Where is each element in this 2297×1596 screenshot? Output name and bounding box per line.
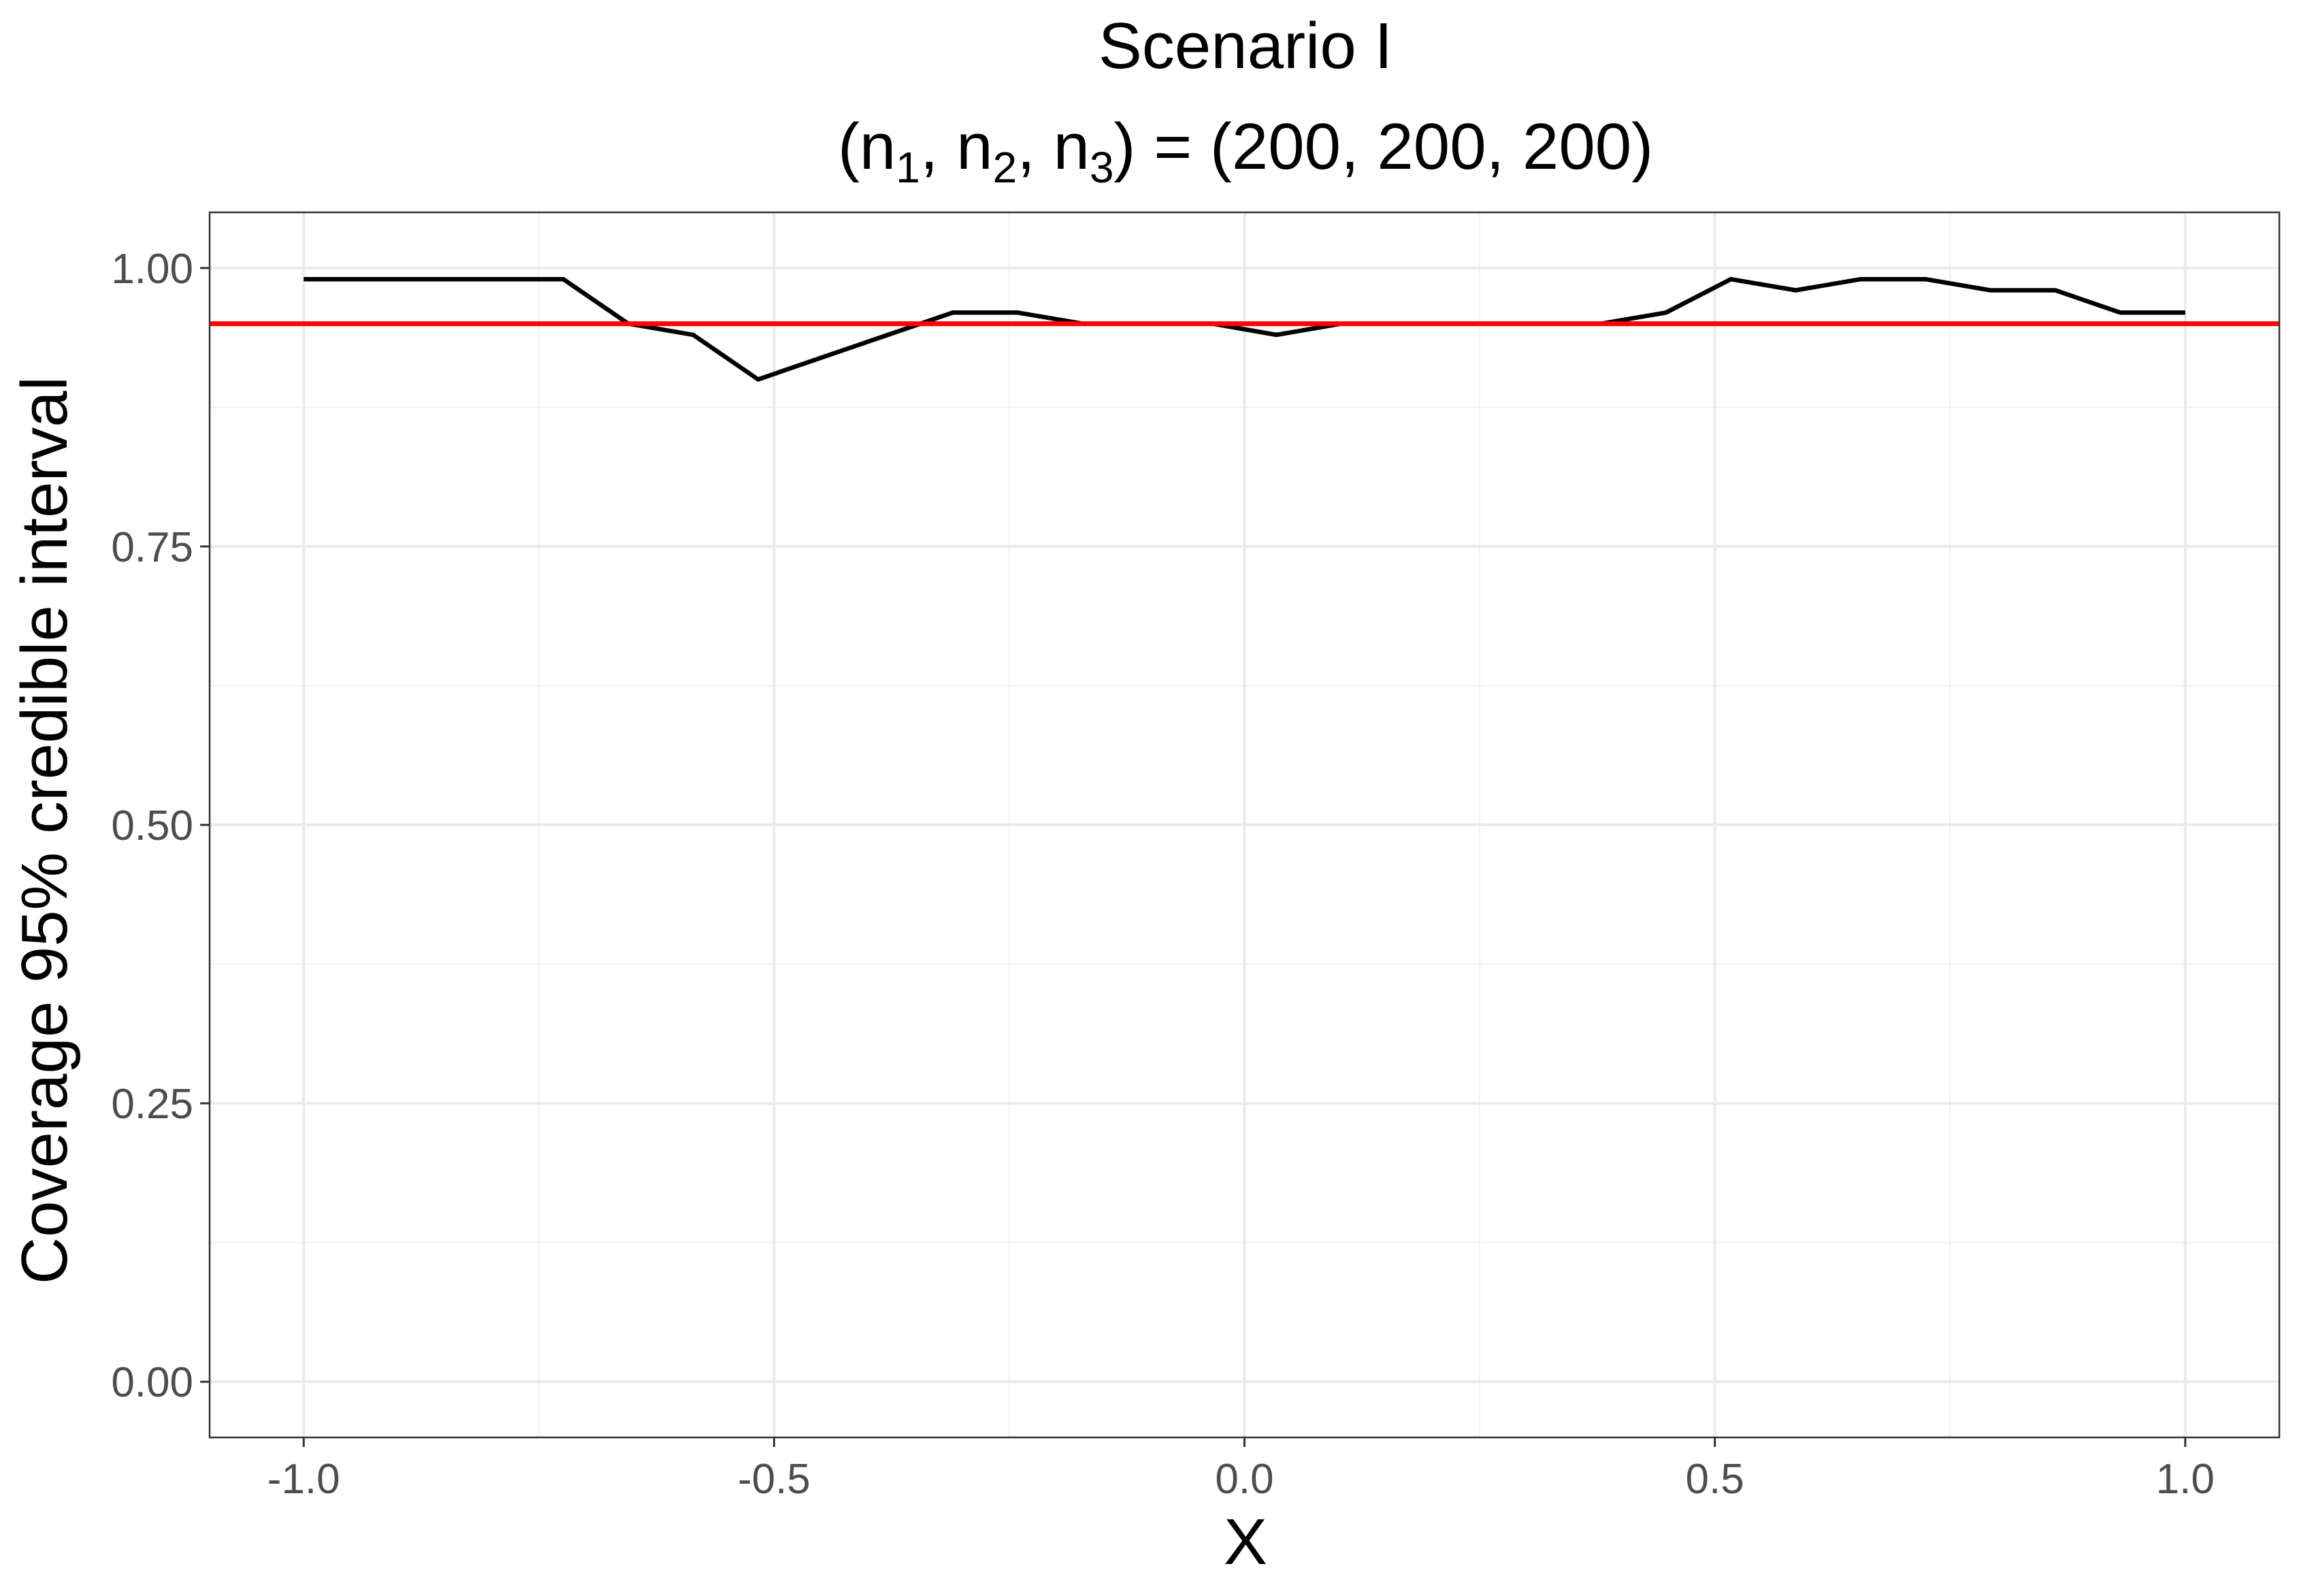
x-tick-label: -1.0 bbox=[267, 1456, 340, 1503]
chart-title: Scenario I bbox=[1098, 10, 1392, 82]
subtitle-suffix: ) = (200, 200, 200) bbox=[1114, 110, 1654, 183]
coverage-line bbox=[304, 276, 2185, 382]
subtitle-prefix: (n bbox=[838, 110, 896, 183]
x-tick-label: -0.5 bbox=[738, 1456, 811, 1503]
subtitle-sub3: 3 bbox=[1090, 143, 1114, 192]
x-tick-label: 0.5 bbox=[1686, 1456, 1744, 1503]
y-axis-title: Coverage 95% credible interval bbox=[8, 376, 81, 1284]
y-tick-label: 0.50 bbox=[111, 802, 193, 849]
subtitle-sub2: 2 bbox=[993, 143, 1017, 192]
x-axis-ticks: -1.0 -0.5 0.0 0.5 1.0 bbox=[267, 1437, 2215, 1503]
y-axis-ticks: 0.00 0.25 0.50 0.75 1.00 bbox=[111, 246, 210, 1406]
subtitle-sub1: 1 bbox=[896, 143, 920, 192]
y-tick-label: 0.25 bbox=[111, 1081, 193, 1128]
y-tick-label: 0.75 bbox=[111, 524, 193, 571]
x-tick-label: 1.0 bbox=[2156, 1456, 2215, 1503]
subtitle-sep1: , n bbox=[920, 110, 993, 183]
series-layer bbox=[304, 276, 2185, 382]
y-tick-label: 0.00 bbox=[111, 1359, 193, 1406]
grid-major bbox=[210, 212, 2279, 1437]
x-tick-label: 0.0 bbox=[1215, 1456, 1273, 1503]
y-tick-label: 1.00 bbox=[111, 246, 193, 293]
chart-subtitle: (n1, n2, n3) = (200, 200, 200) bbox=[838, 110, 1653, 192]
x-axis-title: X bbox=[1224, 1505, 1267, 1578]
subtitle-sep2: , n bbox=[1017, 110, 1090, 183]
